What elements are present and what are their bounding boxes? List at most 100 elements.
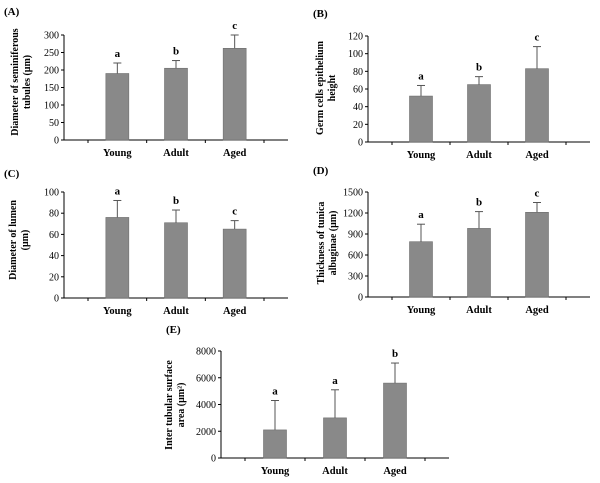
- panel-a-ytick-label: 150: [44, 83, 59, 94]
- panel-a-significance-letter: c: [232, 20, 237, 32]
- panel-d-ylabel-line-1: Thickness of tunica: [316, 202, 327, 285]
- panel-c-category-label: Young: [103, 306, 132, 317]
- panel-c-ytick-label: 80: [49, 209, 59, 220]
- panel-c-label: (C): [4, 168, 20, 180]
- panel-b-ylabel-line-2: height: [327, 74, 338, 101]
- panel-c-ytick-label: 20: [49, 272, 59, 283]
- panel-e-ytick-label: 2000: [196, 427, 216, 438]
- panel-b-plot: 0 20 40 60 80 100 120 a Young b Adult c Aged: [348, 32, 590, 161]
- panel-e-bar-young: [263, 429, 287, 459]
- panel-c-significance-letter: a: [115, 185, 121, 197]
- panel-d-ytick-label: 300: [348, 272, 363, 283]
- panel-b-ytick-label: 120: [348, 32, 363, 43]
- panel-e-bar-adult: [323, 417, 347, 459]
- panel-b-label: (B): [313, 8, 328, 20]
- panel-b-significance-letter: b: [476, 62, 482, 74]
- panel-b-ylabel-line-1: Germ cells epithelium: [315, 40, 326, 135]
- panel-b-significance-letter: c: [535, 32, 540, 44]
- panel-a-ytick-label: 300: [44, 31, 59, 42]
- panel-e-significance-letter: a: [272, 385, 278, 397]
- panel-a-ytick-label: 100: [44, 101, 59, 112]
- panel-e-ylabel-line-1: Inter tubular surface: [164, 360, 175, 450]
- panel-d-significance-letter: b: [476, 197, 482, 209]
- panel-a-plot: 0 50 100 150 200 250 300 a Young b Adult c Aged: [44, 20, 288, 159]
- panel-d-ytick-label: 600: [348, 251, 363, 262]
- panel-d-plot: 0 300 600 900 1200 1500 a Young b Adult c Aged: [343, 188, 590, 316]
- panel-c-bar-young: [105, 217, 130, 299]
- panel-e-ylabel-line-2: area (μm²): [176, 383, 187, 428]
- panel-e-ytick-label: 6000: [196, 373, 216, 384]
- panel-e-significance-letter: a: [332, 375, 338, 387]
- panel-b-ytick-label: 100: [348, 49, 363, 60]
- panel-d: (D) Thickness of tunica albuginae (μm) 0…: [313, 165, 590, 316]
- panel-b: (B) Germ cells epithelium height 0 20 40 60…: [313, 8, 590, 161]
- panel-d-ytick-label: 1500: [343, 188, 363, 199]
- panel-b-category-label: Young: [407, 150, 436, 161]
- panel-b-category-label: Adult: [466, 150, 492, 161]
- panel-a-ytick-label: 250: [44, 48, 59, 59]
- panel-a-label: (A): [4, 6, 20, 18]
- panel-b-category-label: Aged: [525, 150, 548, 161]
- panel-d-bar-aged: [525, 212, 549, 298]
- panel-c-bar-adult: [164, 222, 188, 299]
- panel-d-bar-adult: [467, 228, 491, 298]
- panel-b-ytick-label: 20: [353, 120, 363, 131]
- panel-a-ytick-label: 200: [44, 66, 59, 77]
- panel-b-ytick-label: 80: [353, 67, 363, 78]
- panel-b-bar-adult: [467, 84, 491, 143]
- panel-b-ytick-label: 40: [353, 102, 363, 113]
- panel-a-bar-aged: [222, 47, 247, 141]
- panel-e: (E) Inter tubular surface area (μm²) 0 20…: [164, 324, 449, 477]
- panel-c-plot: 0 20 40 60 80 100 a Young b Adult c Aged: [44, 185, 288, 317]
- panel-e-category-label: Adult: [322, 466, 348, 477]
- panel-e-significance-letter: b: [392, 348, 398, 360]
- panel-c-ytick-label: 60: [49, 230, 59, 241]
- panel-e-label: (E): [166, 324, 181, 336]
- panel-d-ytick-label: 1200: [343, 209, 363, 220]
- panel-e-category-label: Young: [261, 466, 290, 477]
- panel-a-ylabel-line-1: Diameter of seminiferous: [10, 28, 21, 135]
- panel-a-significance-letter: b: [173, 46, 179, 58]
- panel-e-ytick-label: 8000: [196, 347, 216, 358]
- panel-b-ytick-label: 0: [358, 138, 363, 149]
- panel-c-significance-letter: c: [232, 206, 237, 218]
- panel-a-significance-letter: a: [115, 48, 121, 60]
- panel-a-ylabel-line-2: tubules (μm): [22, 55, 33, 109]
- panel-e-plot: 0 2000 4000 6000 8000 a Young a Adult b Aged: [196, 347, 449, 477]
- panel-d-significance-letter: a: [418, 209, 424, 221]
- panel-d-label: (D): [313, 165, 329, 177]
- panel-c: (C) Diameter of lumen (μm) 0 20 40 60 80 100 a…: [4, 168, 288, 317]
- panel-e-ytick-label: 4000: [196, 400, 216, 411]
- panel-c-bar-aged: [222, 228, 247, 299]
- panel-b-bar-aged: [525, 68, 549, 143]
- panel-a-category-label: Young: [103, 148, 132, 159]
- panel-d-ylabel-line-2: albuginae (μm): [328, 211, 339, 276]
- panel-a-category-label: Aged: [223, 148, 246, 159]
- panel-e-category-label: Aged: [383, 466, 406, 477]
- panel-c-significance-letter: b: [173, 195, 179, 207]
- panel-d-ytick-label: 0: [358, 293, 363, 304]
- panel-e-ytick-label: 0: [211, 454, 216, 465]
- panel-e-bar-aged: [383, 382, 407, 459]
- panel-c-ylabel-line-1: Diameter of lumen: [8, 200, 19, 280]
- panel-d-category-label: Aged: [525, 305, 548, 316]
- panel-d-significance-letter: c: [535, 188, 540, 200]
- panel-a-ytick-label: 0: [54, 136, 59, 147]
- panel-d-category-label: Young: [407, 305, 436, 316]
- panel-b-ytick-label: 60: [353, 85, 363, 96]
- panel-a-category-label: Adult: [163, 148, 189, 159]
- panel-a-bar-adult: [164, 67, 188, 141]
- panel-b-significance-letter: a: [418, 70, 424, 82]
- panel-d-bar-young: [409, 241, 433, 298]
- panel-c-ytick-label: 100: [44, 188, 59, 199]
- panel-c-category-label: Aged: [223, 306, 246, 317]
- panel-c-category-label: Adult: [163, 306, 189, 317]
- panel-a-bar-young: [105, 73, 130, 141]
- panel-c-ytick-label: 0: [54, 294, 59, 305]
- panel-c-ytick-label: 40: [49, 251, 59, 262]
- panel-d-ytick-label: 900: [348, 230, 363, 241]
- panel-d-category-label: Adult: [466, 305, 492, 316]
- panel-a-ytick-label: 50: [49, 118, 59, 129]
- panel-c-ylabel-line-2: (μm): [20, 230, 31, 251]
